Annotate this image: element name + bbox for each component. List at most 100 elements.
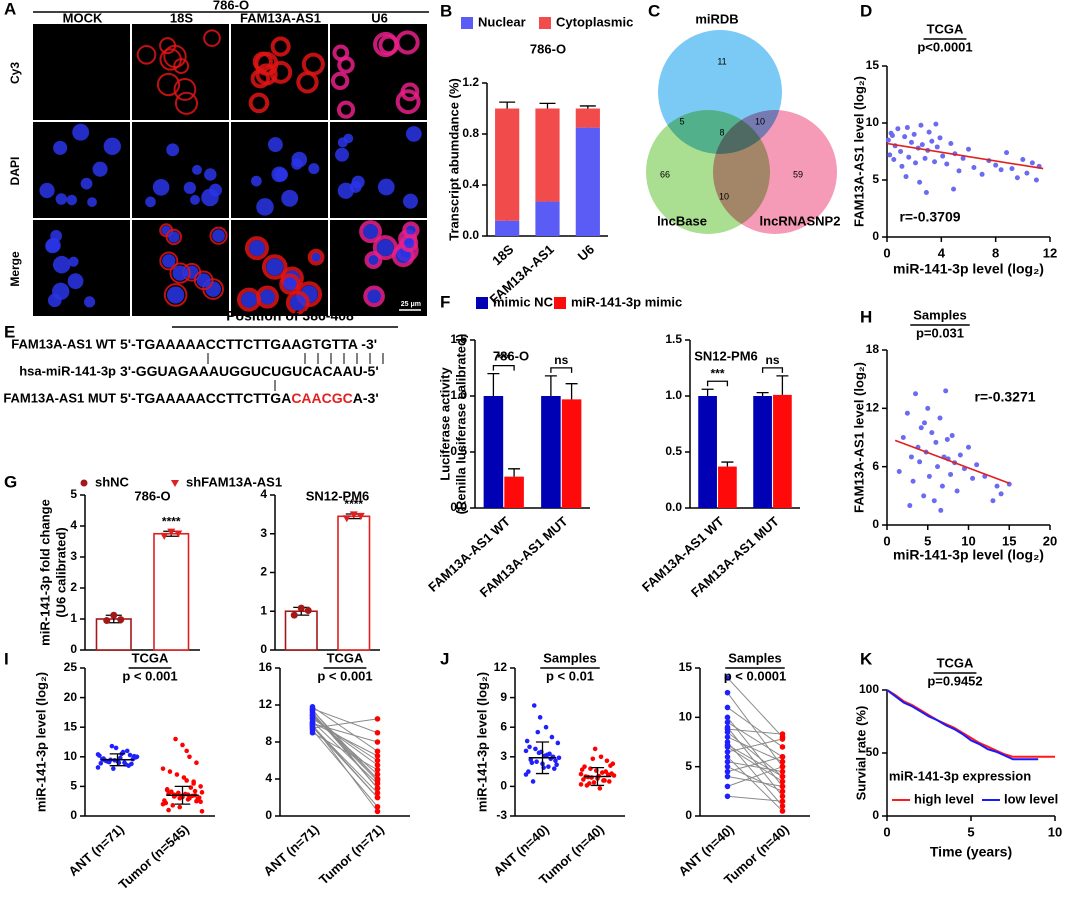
data-point xyxy=(591,780,597,785)
data-point xyxy=(535,729,541,735)
annotation: r=-0.3271 xyxy=(974,389,1035,405)
x-tick-label: 5 xyxy=(967,824,974,839)
y-tick-label: 15 xyxy=(64,719,78,733)
nucleus xyxy=(241,291,258,308)
data-point xyxy=(1009,166,1015,172)
data-point xyxy=(127,752,133,758)
y-tick-label: 5 xyxy=(872,172,879,186)
chart-title: TCGA xyxy=(937,655,974,670)
data-point xyxy=(185,797,191,802)
data-point xyxy=(581,777,586,782)
cy3-signal xyxy=(165,228,183,246)
y-tick-label: 10 xyxy=(64,749,78,763)
pair-line xyxy=(312,710,378,780)
y-tick-label: 3 xyxy=(70,549,77,563)
chart-title: Samples xyxy=(913,307,966,322)
data-point xyxy=(192,788,198,794)
cy3-signal xyxy=(395,89,421,115)
chart-title: 786-O xyxy=(134,488,170,503)
pair-line xyxy=(312,712,378,789)
bar xyxy=(541,396,561,508)
nucleus xyxy=(45,238,60,254)
bar xyxy=(153,532,190,651)
data-point xyxy=(604,758,610,764)
data-point xyxy=(891,156,897,162)
y-tick-label: 0 xyxy=(260,642,267,656)
significance-label: *** xyxy=(497,351,511,365)
data-point xyxy=(590,756,596,762)
nucleus xyxy=(168,231,180,243)
pair-line xyxy=(312,708,378,734)
data-point xyxy=(526,769,531,774)
data-point xyxy=(177,795,183,801)
data-point xyxy=(374,790,381,796)
pair-line xyxy=(727,766,783,787)
column-header: U6 xyxy=(371,10,388,25)
data-point xyxy=(779,803,786,809)
legend-swatch xyxy=(80,479,88,487)
data-point xyxy=(608,763,613,768)
chart-subtitle: p < 0.01 xyxy=(546,668,594,683)
data-point xyxy=(549,734,555,740)
nucleus xyxy=(196,273,211,288)
y-tick-label: 5 xyxy=(70,779,77,793)
data-point xyxy=(929,138,935,144)
bar xyxy=(575,127,600,236)
data-point xyxy=(529,760,535,766)
venn-count: 8 xyxy=(719,127,724,137)
error-bar xyxy=(535,757,550,775)
y-tick-label: 1.5 xyxy=(450,332,467,346)
data-point xyxy=(349,511,358,519)
nucleus xyxy=(367,254,379,266)
legend-label: Nuclear xyxy=(478,14,526,29)
data-point xyxy=(198,784,203,789)
nucleus xyxy=(403,237,415,249)
nucleus xyxy=(337,182,354,199)
y-tick-label: 0 xyxy=(70,808,77,822)
legend-label: low level xyxy=(1004,791,1058,806)
data-point xyxy=(109,743,115,749)
data-point xyxy=(724,754,731,760)
error-bar xyxy=(579,105,596,109)
data-point xyxy=(994,483,1000,489)
nucleus xyxy=(145,196,156,208)
panel-label: G xyxy=(4,472,17,491)
data-point xyxy=(937,135,943,141)
data-point xyxy=(181,775,187,780)
data-point xyxy=(933,439,939,445)
data-point xyxy=(904,125,910,131)
y-tick-label: 1.0 xyxy=(665,388,682,402)
y-tick-label: 0 xyxy=(685,808,692,822)
legend-label: high level xyxy=(914,791,974,806)
significance-label: ns xyxy=(765,353,779,367)
data-point xyxy=(779,758,786,765)
cy3-signal xyxy=(193,270,214,291)
y-tick-label: 1.2 xyxy=(462,75,479,89)
nucleus xyxy=(92,161,108,177)
x-tick-label: 0 xyxy=(883,245,890,260)
cy3-signal xyxy=(237,287,262,312)
nucleus xyxy=(405,224,417,236)
data-point xyxy=(779,736,786,742)
data-point xyxy=(724,758,731,765)
data-point xyxy=(913,160,919,166)
x-tick-label: 8 xyxy=(992,245,999,260)
data-point xyxy=(724,773,731,780)
nucleus xyxy=(266,258,284,276)
data-point xyxy=(937,415,943,421)
y-tick-label: 50 xyxy=(866,745,880,759)
data-point xyxy=(1029,160,1035,166)
cy3-signal xyxy=(363,285,385,308)
legend-swatch xyxy=(476,297,488,309)
data-point xyxy=(779,788,786,795)
data-point xyxy=(199,808,205,814)
data-point xyxy=(951,186,957,192)
data-point xyxy=(779,768,786,775)
sequence-part: 5'-TGAAAAACCTTCTTGA xyxy=(120,390,291,406)
legend-label: mimic NC xyxy=(493,294,554,309)
sequence-name: FAM13A-AS1 MUT xyxy=(3,390,116,405)
venn-count: 5 xyxy=(679,116,684,126)
data-point xyxy=(724,689,731,696)
nucleus xyxy=(68,256,79,267)
pair-line xyxy=(727,677,783,738)
